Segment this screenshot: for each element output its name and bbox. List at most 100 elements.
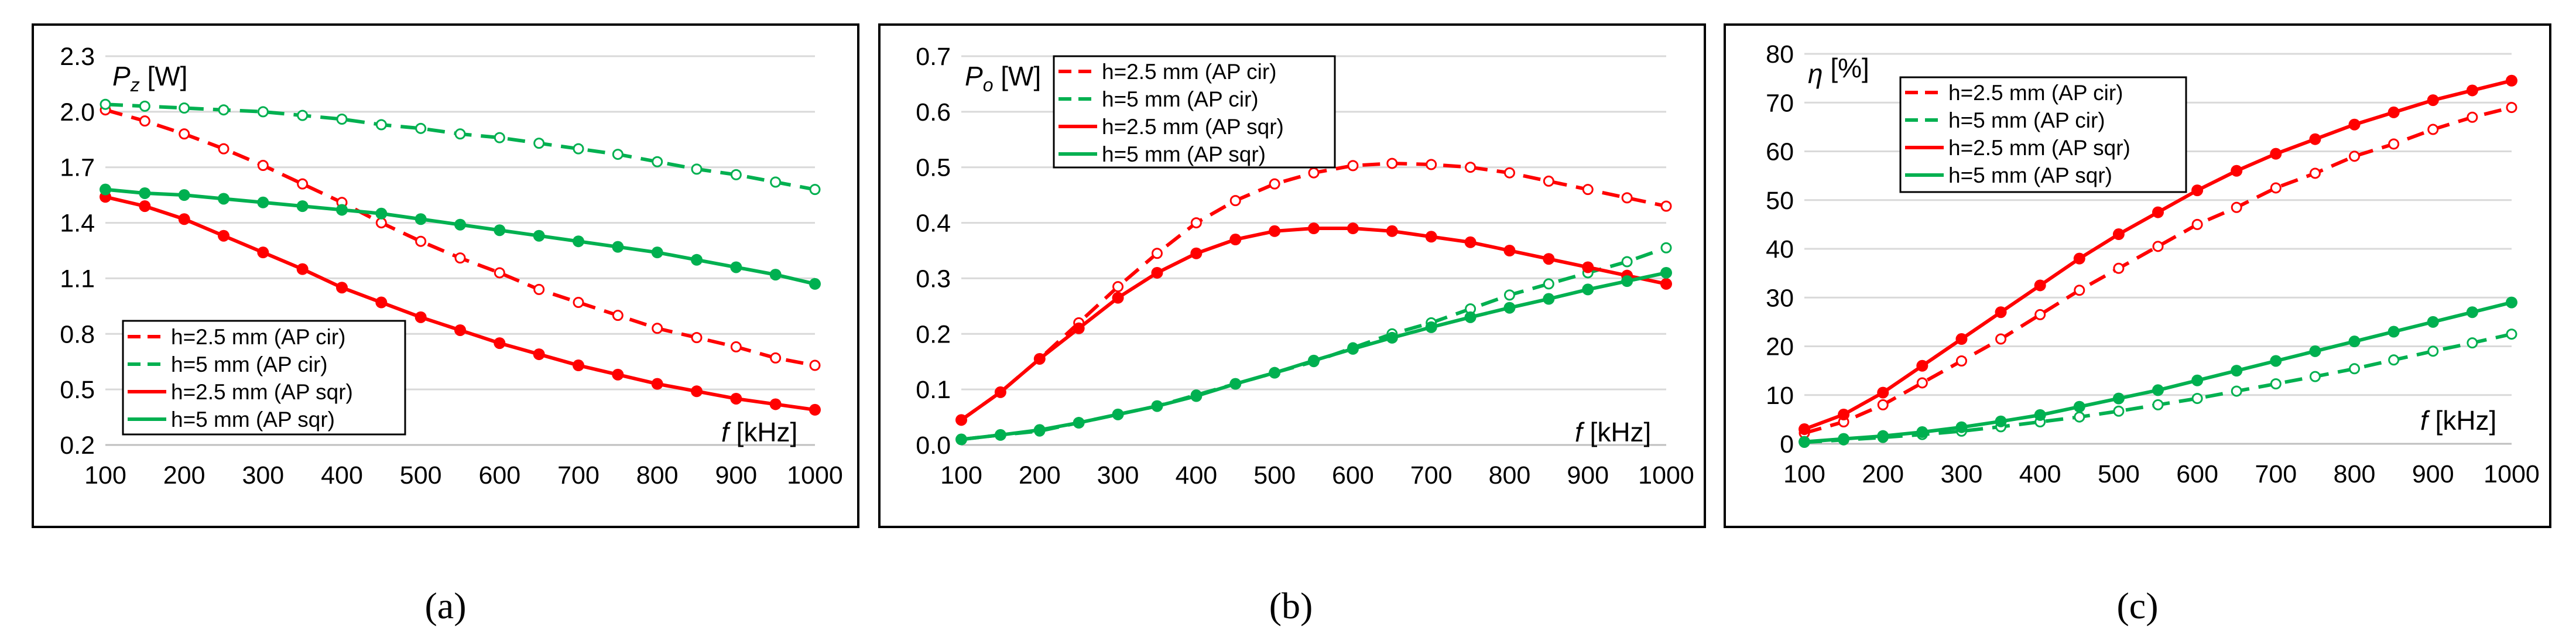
- panel-b-data-point: [1151, 400, 1163, 412]
- panel-a-ytick-label: 1.1: [60, 265, 95, 293]
- panel-b-xtick-label: 300: [1097, 461, 1139, 489]
- panel-a-xticks: 100 200 300 400 500 600 700 800 900 1000: [84, 461, 843, 489]
- caption-a: (a): [424, 585, 466, 626]
- panel-c-data-point: [2231, 385, 2242, 397]
- panel-c-legend-items: h=2.5 mm (AP cir) h=5 mm (AP cir) h=2.5 mm…: [1905, 81, 2130, 187]
- panel-a-data-point: [494, 132, 505, 143]
- panel-c-data-point: [2073, 252, 2085, 265]
- panel-c-data-point: [2388, 354, 2400, 366]
- panel-b-data-point: [1621, 256, 1633, 268]
- panel-b-data-point: [1660, 200, 1672, 212]
- panel-c-data-point: [2034, 409, 2046, 421]
- panel-a-data-point: [336, 204, 348, 216]
- panel-a-series: [100, 98, 821, 416]
- panel-a-data-point: [533, 283, 545, 295]
- panel-c-legend-label: h=5 mm (AP sqr): [1948, 163, 2112, 187]
- panel-a-legend-label: h=5 mm (AP cir): [171, 352, 328, 376]
- panel-c-data-point: [2506, 296, 2517, 309]
- panel-c-data-point: [2427, 316, 2439, 328]
- panel-a-data-point: [691, 332, 703, 344]
- panel-b-ytick-label: 0.6: [916, 98, 951, 126]
- caption-c: (c): [2116, 585, 2158, 626]
- panel-c: 0 10 20 30 40 50 60 70 80 100 200 300 400 500 600 700 8…: [1724, 23, 2551, 528]
- panel-b-xtick-label: 500: [1253, 461, 1296, 489]
- panel-b-data-point: [994, 429, 1006, 441]
- panel-c-data-point: [2427, 94, 2439, 107]
- panel-b-data-point: [1503, 245, 1516, 256]
- panel-b-data-point: [1660, 242, 1672, 254]
- panel-c-data-point: [2348, 118, 2361, 131]
- panel-a-data-point: [533, 348, 545, 361]
- panel-c-xtick-label: 600: [2176, 460, 2218, 488]
- panel-c-data-point: [2191, 218, 2203, 230]
- panel-b-data-point: [994, 386, 1006, 398]
- panel-c-data-point: [2309, 345, 2321, 357]
- panel-c-legend-box: [1899, 76, 2187, 193]
- panel-c-data-point: [1838, 409, 1850, 421]
- panel-a-xtick-label: 600: [478, 461, 520, 489]
- panel-b-data-point: [1425, 231, 1437, 243]
- panel-c-data-point: [2309, 167, 2321, 179]
- panel-c-data-point: [2427, 345, 2439, 357]
- panel-b-xlabel: f [kHz]: [1575, 417, 1651, 447]
- panel-c-data-point: [1995, 306, 2007, 318]
- panel-c-data-point: [2467, 111, 2478, 123]
- panel-b-xticks: 100 200 300 400 500 600 700 800 900 1000: [940, 461, 1694, 489]
- panel-b-ytick-label: 0.7: [916, 43, 951, 71]
- panel-a-ytick-label: 0.8: [60, 320, 95, 348]
- panel-a-data-point: [218, 143, 229, 155]
- panel-a-data-point: [454, 128, 466, 140]
- panel-a-xtick-label: 400: [321, 461, 363, 489]
- panel-a-data-point: [730, 169, 742, 180]
- panel-c-data-point: [2506, 74, 2517, 87]
- caption-b: (b): [1269, 585, 1313, 626]
- panel-c-data-point: [2349, 150, 2361, 162]
- panel-c-xtick-label: 800: [2334, 460, 2376, 488]
- panel-c-data-point: [2309, 371, 2321, 382]
- panel-a-legend-label: h=2.5 mm (AP cir): [171, 325, 345, 349]
- panel-c-legend: h=2.5 mm (AP cir) h=5 mm (AP cir) h=2.5 mm…: [1899, 76, 2187, 193]
- panel-a-data-point: [297, 178, 309, 190]
- panel-b-legend-label: h=2.5 mm (AP cir): [1102, 60, 1276, 84]
- panel-c-ytick-label: 0: [1780, 430, 1794, 458]
- panel-b-ytick-label: 0.2: [916, 320, 951, 348]
- panel-c-data-point: [2387, 326, 2400, 338]
- panel-b-data-point: [1151, 248, 1163, 259]
- panel-b-data-point: [1425, 321, 1437, 333]
- panel-a-data-point: [573, 143, 584, 155]
- panel-a-xtick-label: 700: [557, 461, 600, 489]
- panel-a-data-point: [296, 200, 309, 213]
- panel-b-data-point: [1582, 261, 1594, 273]
- panel-b-ytick-label: 0.1: [916, 376, 951, 404]
- panel-c-data-point: [2467, 337, 2478, 349]
- panel-b-data-point: [1269, 178, 1280, 190]
- panel-a-data-point: [494, 337, 506, 350]
- panel-a-ytick-label: 2.3: [60, 43, 95, 71]
- panel-b-xtick-label: 100: [940, 461, 982, 489]
- panel-b-data-point: [1621, 275, 1633, 287]
- panel-b-xtick-label: 900: [1567, 461, 1609, 489]
- panel-b-data-point: [1503, 302, 1516, 314]
- panel-a-data-point: [573, 297, 584, 309]
- panel-b-data-point: [1190, 217, 1202, 229]
- panel-a-data-point: [454, 252, 466, 264]
- panel-b-data-point: [1386, 157, 1398, 169]
- panel-c-data-point: [2074, 285, 2085, 296]
- panel-b-data-point: [1543, 253, 1555, 265]
- panel-b-legend-items: h=2.5 mm (AP cir) h=5 mm (AP cir) h=2.5 mm…: [1059, 60, 1284, 166]
- panel-a-data-point: [375, 296, 388, 309]
- panel-c-xtick-label: 500: [2098, 460, 2140, 488]
- panel-b-legend: h=2.5 mm (AP cir) h=5 mm (AP cir) h=2.5 mm…: [1053, 55, 1336, 169]
- panel-b-data-point: [1112, 408, 1124, 420]
- panel-a-data-point: [612, 149, 624, 160]
- panel-c-ytick-label: 50: [1766, 187, 1794, 215]
- panel-b-xtick-label: 700: [1410, 461, 1453, 489]
- panel-c-legend-label: h=2.5 mm (AP cir): [1948, 81, 2123, 105]
- panel-c-data-point: [1799, 423, 1810, 436]
- panel-a: 0.2 0.5 0.8 1.1 1.4 1.7 2.0 2.3 100 200 300 400 500…: [32, 23, 859, 528]
- panel-b-data-point: [1503, 167, 1515, 179]
- panel-a-data-point: [178, 213, 190, 225]
- panel-b-data-point: [1269, 225, 1281, 237]
- panel-c-ytick-label: 10: [1766, 382, 1794, 410]
